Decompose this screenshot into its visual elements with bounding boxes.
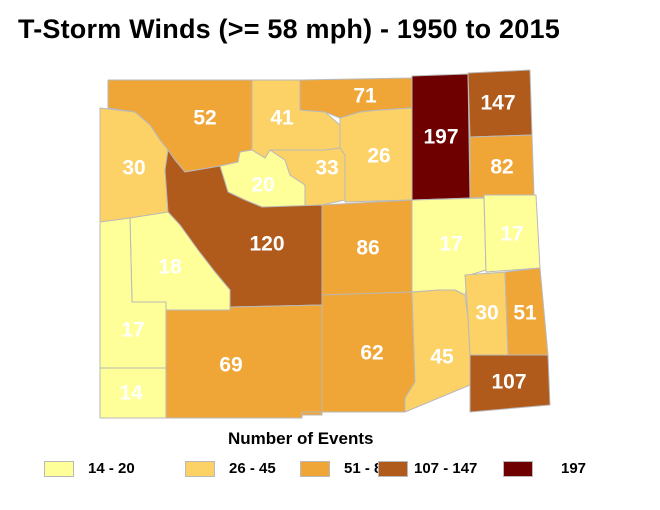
legend-label: 26 - 45 — [229, 460, 276, 477]
county-sweetwater[interactable] — [165, 304, 323, 419]
county-label: 86 — [356, 237, 379, 260]
county-label: 120 — [249, 233, 284, 256]
county-label: 14 — [119, 382, 143, 405]
county-label: 20 — [251, 174, 274, 197]
county-label: 30 — [122, 157, 145, 180]
county-laramie[interactable] — [469, 354, 551, 413]
legend: 14 - 20 26 - 45 51 - 86 107 - 147 197 — [0, 458, 660, 484]
county-label: 26 — [367, 145, 390, 168]
county-label: 62 — [360, 342, 383, 365]
legend-swatch-14-20 — [44, 461, 74, 477]
county-uinta[interactable] — [99, 367, 167, 419]
legend-swatch-26-45 — [185, 461, 215, 477]
county-label: 30 — [475, 302, 498, 325]
county-label: 41 — [270, 107, 294, 130]
map-title: T-Storm Winds (>= 58 mph) - 1950 to 2015 — [18, 14, 560, 44]
county-label: 107 — [491, 371, 526, 394]
county-label: 17 — [500, 223, 523, 246]
legend-label: 107 - 147 — [414, 460, 478, 477]
county-label: 18 — [158, 256, 182, 279]
county-label: 17 — [439, 233, 462, 256]
legend-swatch-107-147 — [378, 461, 408, 477]
county-label: 82 — [490, 156, 513, 179]
county-label: 197 — [423, 126, 458, 149]
county-label: 51 — [513, 302, 537, 325]
legend-title: Number of Events — [228, 429, 374, 448]
county-label: 71 — [353, 85, 377, 108]
county-label: 45 — [430, 346, 454, 369]
county-label: 52 — [193, 107, 216, 130]
county-label: 147 — [480, 92, 515, 115]
county-label: 17 — [121, 319, 144, 342]
legend-swatch-51-86 — [300, 461, 330, 477]
legend-swatch-197 — [503, 461, 533, 477]
county-label: 33 — [315, 157, 338, 180]
county-label: 69 — [219, 354, 242, 377]
legend-label: 197 — [561, 460, 587, 477]
legend-label: 14 - 20 — [88, 460, 135, 477]
